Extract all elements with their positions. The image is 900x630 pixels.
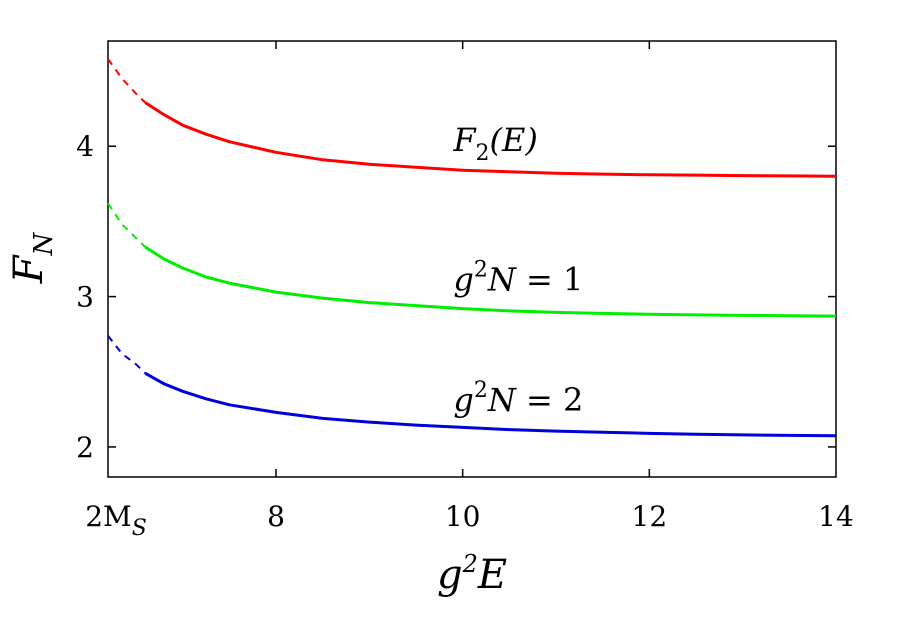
y-tick-label: 4: [76, 130, 94, 163]
x-tick-label-main: 2M: [85, 500, 131, 533]
curve-label-g2N2: g2N = 2: [453, 378, 583, 419]
curve-label-mid: N: [487, 381, 517, 419]
curve-label-eq: = 2: [516, 381, 584, 419]
curve-label-base: F: [452, 121, 477, 159]
curve-label-base: g: [453, 261, 473, 299]
curve-label-tail: (E): [490, 121, 538, 159]
x-axis-title-tail: E: [477, 552, 507, 598]
series-line-g2N1-dashed: [107, 202, 146, 248]
curve-label-sup: 2: [474, 258, 488, 283]
x-tick-label-main: 12: [632, 500, 668, 533]
series-layer: [107, 58, 837, 438]
x-tick-label-main: 10: [445, 500, 481, 533]
curve-label-sup: 2: [474, 378, 488, 403]
x-axis-title: g2E: [437, 550, 507, 598]
y-axis-title-base: F: [6, 254, 52, 284]
curve-label-mid: N: [487, 261, 517, 299]
curve-label-F2: F2(E): [452, 121, 538, 166]
y-tick-label: 2: [76, 431, 94, 464]
series-line-F2-dashed: [107, 58, 146, 104]
x-tick-label-main: 8: [267, 500, 285, 533]
x-tick-label: 2MS: [85, 500, 147, 541]
series-line-g2N1: [144, 245, 837, 318]
series-line-g2N2: [144, 371, 837, 438]
y-axis-title: FN: [6, 231, 59, 284]
curve-label-sub: 2: [476, 141, 490, 166]
ticks: 2MS 8 10 12 14 2 3 4: [76, 41, 854, 541]
curve-label-g2N1: g2N = 1: [453, 258, 583, 299]
y-axis-title-sub: N: [29, 231, 59, 256]
series-line-g2N2-dashed: [107, 335, 146, 375]
x-axis-title-base: g: [437, 552, 463, 598]
x-tick-label-sub: S: [132, 516, 147, 541]
series-line-F2: [144, 101, 837, 178]
x-axis-title-sup: 2: [462, 550, 478, 578]
y-tick-label: 3: [76, 281, 94, 314]
x-tick-label: 12: [632, 500, 668, 533]
curve-label-eq: = 1: [516, 261, 584, 299]
x-tick-label: 10: [445, 500, 481, 533]
plot-frame: [107, 40, 837, 478]
x-tick-label: 14: [818, 500, 854, 533]
x-tick-label-main: 14: [818, 500, 854, 533]
x-tick-label: 8: [267, 500, 285, 533]
curve-label-base: g: [453, 381, 473, 419]
